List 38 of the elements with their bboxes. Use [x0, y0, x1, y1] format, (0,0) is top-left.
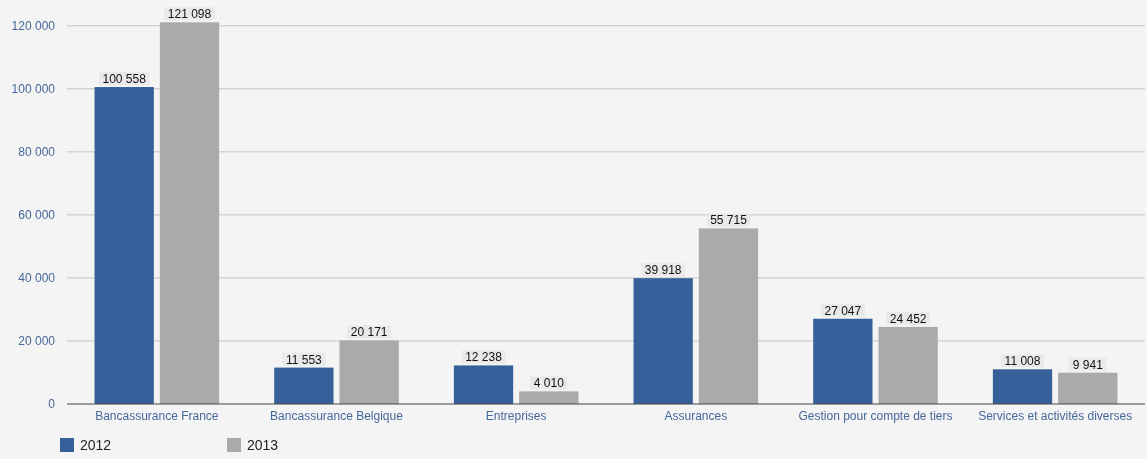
y-tick-label: 100 000 [11, 81, 56, 96]
bar [453, 365, 514, 404]
bar [159, 22, 220, 404]
x-tick-label: Bancassurance Belgique [270, 409, 404, 423]
text: 100 558 [102, 72, 146, 87]
text: 27 047 [824, 303, 862, 318]
y-tick-label: 0 [48, 397, 56, 411]
y-tick-label: 120 000 [11, 18, 56, 33]
legend-label: 2012 [80, 437, 112, 453]
x-tick-label: Assurances [664, 409, 728, 423]
bar [878, 326, 938, 404]
y-tick-label: 80 000 [18, 144, 56, 159]
y-tick-label: 20 000 [18, 333, 56, 348]
text: 12 238 [465, 350, 502, 365]
legend-label: 2013 [247, 437, 279, 453]
text: 121 098 [167, 7, 212, 22]
y-tick-label: 40 000 [18, 270, 56, 285]
x-tick-label: Gestion pour compte de tiers [798, 409, 953, 423]
x-tick-label: Entreprises [485, 409, 547, 423]
text: 24 452 [889, 311, 927, 326]
text: 9 941 [1072, 357, 1103, 372]
text: 20 171 [350, 325, 388, 340]
bar [698, 228, 759, 404]
bar [813, 318, 873, 404]
x-tick-label: Bancassurance France [95, 409, 219, 423]
x-tick-label: Services et activités diverses [978, 409, 1133, 423]
text: 11 553 [285, 352, 322, 367]
text: 39 918 [644, 263, 682, 278]
bar [1058, 372, 1118, 404]
y-tick-label: 60 000 [18, 207, 56, 222]
text: 11 008 [1004, 354, 1041, 369]
bar [633, 278, 693, 404]
bar [94, 87, 154, 404]
text: 55 715 [710, 213, 747, 228]
bar [339, 340, 399, 404]
bar [519, 391, 579, 404]
text: 4 010 [533, 376, 564, 391]
bar [992, 369, 1053, 404]
